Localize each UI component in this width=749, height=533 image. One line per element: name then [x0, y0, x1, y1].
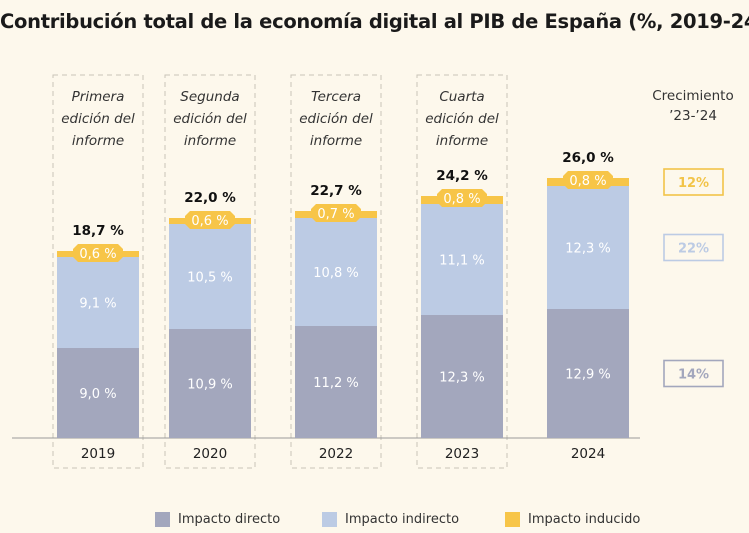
edition-frame-2020 [164, 74, 256, 469]
data-label-direct-2023: 12,3 % [439, 371, 484, 386]
x-tick-label-2020: 2020 [193, 446, 227, 462]
data-label-direct-2022: 11,2 % [313, 376, 358, 391]
data-label-direct-2019: 9,0 % [79, 387, 116, 402]
legend-label-induced: Impacto inducido [528, 512, 641, 527]
edition-frame-2022 [290, 74, 382, 469]
growth-title-line1: Crecimiento [652, 88, 733, 104]
data-label-direct-2024: 12,9 % [565, 368, 610, 383]
edition-frame-2019 [52, 74, 144, 469]
edition-label-2022-line1: Tercera [311, 89, 361, 105]
bar-indirect-2020 [169, 224, 251, 329]
data-label-induced-2020: 0,6 % [191, 214, 228, 229]
bar-direct-2023 [421, 315, 503, 438]
data-label-badge-induced-2024 [563, 171, 613, 189]
legend: Impacto directo Impacto indirecto Impact… [0, 512, 749, 530]
growth-box-induced [663, 168, 724, 196]
edition-label-2023-line1: Cuarta [439, 89, 484, 105]
data-label-indirect-2022: 10,8 % [313, 266, 358, 281]
legend-swatch-indirect [322, 512, 337, 527]
growth-label-indirect: 22% [678, 242, 709, 257]
chart-title: Contribución total de la economía digita… [0, 10, 749, 33]
growth-box-indirect [663, 233, 724, 262]
data-label-induced-2023: 0,8 % [443, 192, 480, 207]
data-label-indirect-2024: 12,3 % [565, 242, 610, 257]
x-tick-label-2022: 2022 [319, 446, 353, 462]
edition-label-2023-line2: edición del [425, 111, 499, 127]
data-label-indirect-2020: 10,5 % [187, 271, 232, 286]
bar-direct-2019 [57, 348, 139, 438]
edition-label-2022-line3: informe [310, 133, 362, 149]
x-tick-label-2023: 2023 [445, 446, 479, 462]
data-label-induced-2019: 0,6 % [79, 247, 116, 262]
x-tick-label-2024: 2024 [571, 446, 605, 462]
bar-indirect-2022 [295, 218, 377, 326]
total-label-2020: 22,0 % [184, 190, 236, 206]
total-label-2019: 18,7 % [72, 223, 124, 239]
growth-label-induced: 12% [678, 176, 709, 191]
data-label-indirect-2023: 11,1 % [439, 254, 484, 269]
edition-label-2022-line2: edición del [299, 111, 373, 127]
edition-label-2020-line2: edición del [173, 111, 247, 127]
legend-item-induced: Impacto inducido [505, 512, 640, 527]
data-label-badge-induced-2023 [437, 189, 487, 207]
edition-frame-2023 [416, 74, 508, 469]
total-label-2022: 22,7 % [310, 183, 362, 199]
growth-box-direct [663, 359, 724, 388]
data-label-badge-induced-2019 [73, 244, 123, 262]
bar-direct-2022 [295, 326, 377, 438]
data-label-indirect-2019: 9,1 % [79, 297, 116, 312]
edition-label-2023-line3: informe [436, 133, 488, 149]
total-label-2023: 24,2 % [436, 168, 488, 184]
data-label-badge-induced-2022 [311, 204, 361, 222]
edition-label-2020-line1: Segunda [180, 89, 239, 105]
legend-label-indirect: Impacto indirecto [345, 512, 460, 527]
growth-title-line2: ’23-’24 [669, 108, 717, 124]
data-label-badge-induced-2020 [185, 211, 235, 229]
total-label-2024: 26,0 % [562, 150, 614, 166]
edition-label-2019-line2: edición del [61, 111, 135, 127]
legend-swatch-induced [505, 512, 520, 527]
bar-direct-2024 [547, 309, 629, 438]
x-tick-label-2019: 2019 [81, 446, 115, 462]
bar-indirect-2024 [547, 186, 629, 309]
legend-label-direct: Impacto directo [178, 512, 281, 527]
bar-direct-2020 [169, 329, 251, 438]
data-label-induced-2024: 0,8 % [569, 174, 606, 189]
growth-label-direct: 14% [678, 368, 709, 383]
data-label-direct-2020: 10,9 % [187, 378, 232, 393]
bar-indirect-2019 [57, 257, 139, 348]
edition-label-2019-line3: informe [72, 133, 124, 149]
legend-swatch-direct [155, 512, 170, 527]
data-label-induced-2022: 0,7 % [317, 207, 354, 222]
edition-label-2020-line3: informe [184, 133, 236, 149]
bar-indirect-2023 [421, 204, 503, 315]
edition-label-2019-line1: Primera [72, 89, 125, 105]
legend-item-direct: Impacto directo [155, 512, 280, 527]
legend-item-indirect: Impacto indirecto [322, 512, 459, 527]
